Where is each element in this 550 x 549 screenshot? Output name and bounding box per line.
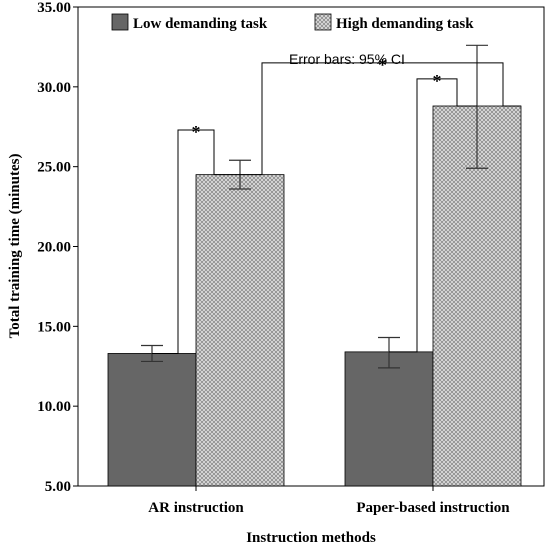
y-tick-label: 5.00 <box>45 479 71 495</box>
error-bars-note: Error bars: 95% CI <box>289 51 405 67</box>
bar-low-0 <box>107 353 197 487</box>
y-tick-label: 20.00 <box>37 240 71 256</box>
significance-star: * <box>192 122 201 142</box>
y-tick-label: 10.00 <box>37 399 71 415</box>
significance-star: * <box>433 71 442 91</box>
legend-label-high: High demanding task <box>336 16 474 32</box>
y-tick-label: 30.00 <box>37 80 71 96</box>
bar-high-0 <box>195 174 285 487</box>
legend: Low demanding task High demanding task <box>111 13 474 32</box>
significance-bracket <box>240 62 521 176</box>
y-tick-label: 35.00 <box>37 0 71 16</box>
bars-group <box>107 105 522 487</box>
y-tick-label: 25.00 <box>37 160 71 176</box>
x-axis-label: Instruction methods <box>246 530 376 546</box>
significance-bracket <box>152 129 240 354</box>
significance-bracket <box>389 78 477 353</box>
x-axis: AR instruction Paper-based instruction <box>148 486 510 516</box>
x-tick-label: Paper-based instruction <box>356 500 510 516</box>
significance-star: * <box>378 55 387 75</box>
x-tick-label: AR instruction <box>148 500 244 516</box>
legend-swatch-high <box>314 13 332 31</box>
error-bars-group <box>141 44 488 369</box>
y-axis: 5.00 10.00 15.00 20.00 25.00 30.00 35.00 <box>37 0 78 495</box>
significance-brackets: * * * <box>152 55 521 354</box>
y-tick-label: 15.00 <box>37 319 71 335</box>
legend-label-low: Low demanding task <box>133 16 268 32</box>
y-axis-label: Total training time (minutes) <box>7 154 23 339</box>
bar-low-1 <box>344 351 434 487</box>
legend-swatch-low <box>111 13 129 31</box>
bar-high-1 <box>432 105 522 487</box>
